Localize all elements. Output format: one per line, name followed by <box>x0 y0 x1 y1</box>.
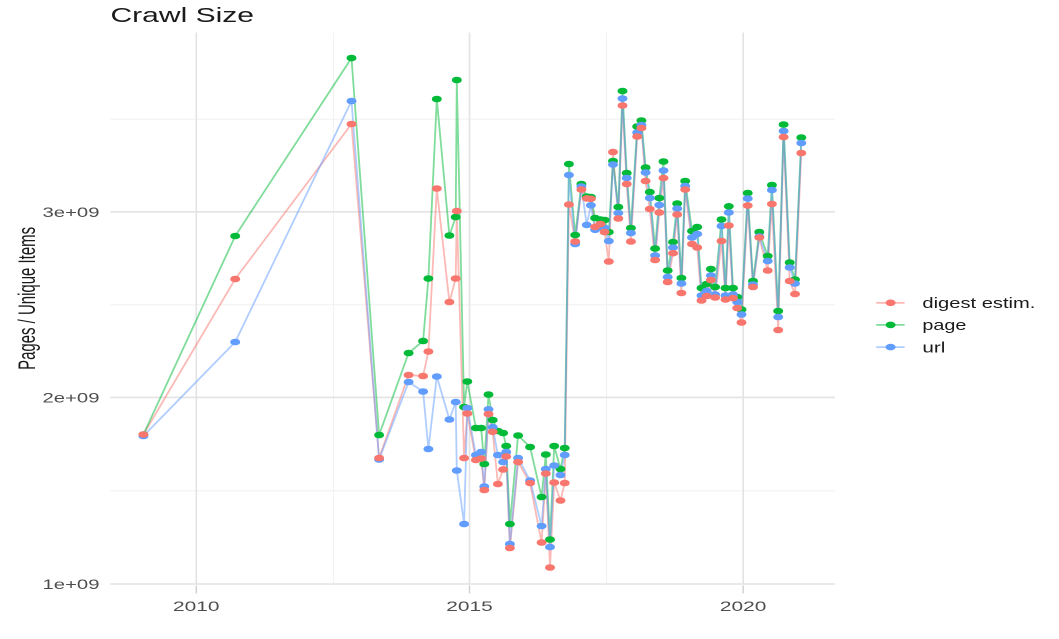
svg-text:digest estim.: digest estim. <box>922 295 1035 312</box>
svg-text:url: url <box>922 339 945 356</box>
svg-text:2010: 2010 <box>173 598 220 614</box>
svg-text:page: page <box>922 317 966 334</box>
svg-text:3e+09: 3e+09 <box>43 204 100 220</box>
svg-text:Pages / Unique Items: Pages / Unique Items <box>14 227 40 370</box>
svg-text:2020: 2020 <box>720 598 767 614</box>
svg-text:2e+09: 2e+09 <box>43 390 100 406</box>
svg-text:Crawl Size: Crawl Size <box>111 4 255 27</box>
svg-text:1e+09: 1e+09 <box>43 576 100 592</box>
svg-text:2015: 2015 <box>446 598 493 614</box>
